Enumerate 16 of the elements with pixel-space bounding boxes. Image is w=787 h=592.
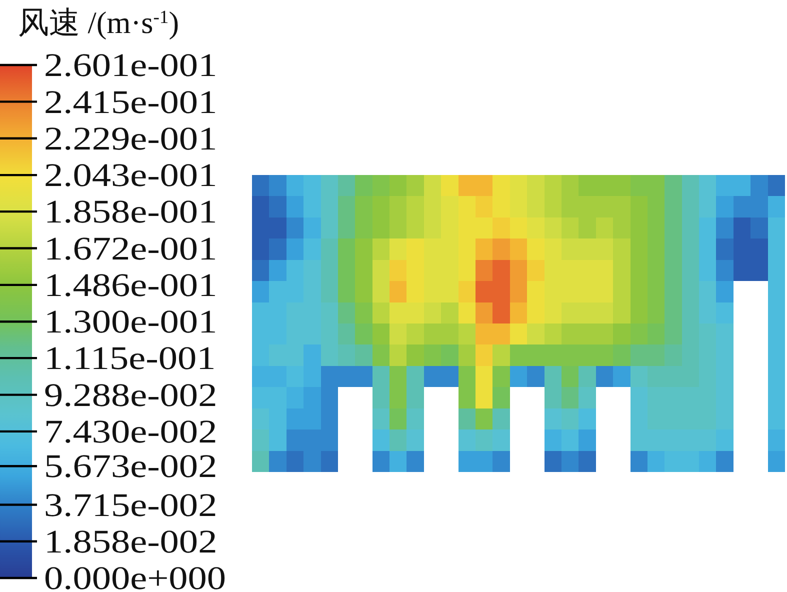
color-bar-label: 1.486e-001	[44, 266, 218, 304]
color-bar-label: 0.000e+000	[44, 560, 226, 592]
color-bar-label: 1.858e-001	[44, 193, 218, 230]
color-bar-label: 3.715e-002	[44, 486, 218, 524]
color-bar-label: 2.415e-001	[44, 83, 218, 120]
color-bar-label: 9.288e-002	[44, 376, 218, 414]
color-bar-label: 2.043e-001	[44, 156, 218, 194]
color-bar-label: 2.601e-001	[44, 46, 218, 84]
color-bar-label: 1.672e-001	[44, 230, 218, 267]
color-bar-label: 1.300e-001	[44, 303, 218, 340]
color-bar-label: 1.115e-001	[44, 340, 216, 377]
color-bar-label: 5.673e-002	[44, 448, 218, 485]
color-bar-label: 7.430e-002	[44, 412, 218, 450]
color-bar-label: 2.229e-001	[44, 120, 218, 157]
color-bar-title: 风速 /(m·s$^{-1}$)	[18, 5, 180, 40]
color-bar-label: 1.858e-002	[44, 522, 218, 560]
